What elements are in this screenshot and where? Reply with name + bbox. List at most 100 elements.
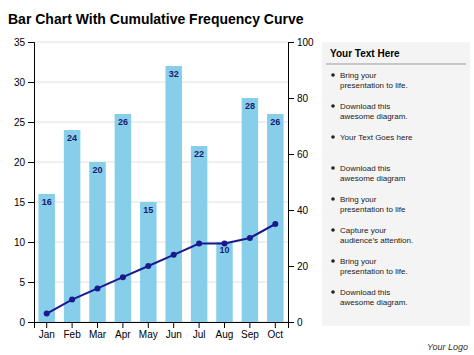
bullet-line: presentation to life. — [340, 81, 408, 90]
tick-label: 35 — [14, 37, 26, 48]
bar — [89, 162, 106, 322]
tick-label: Aug — [216, 329, 234, 340]
bullet-line: Bring your — [340, 195, 377, 204]
tick-mark — [28, 242, 34, 243]
marker — [120, 274, 126, 280]
chart: Bar Chart With Cumulative Frequency Curv… — [0, 0, 474, 355]
tick: 80 — [288, 93, 309, 104]
tick-label: Oct — [268, 329, 284, 340]
bullet-text: Bring yourpresentation to life. — [340, 71, 408, 90]
axis-line — [289, 43, 295, 323]
bullet-line: Bring your — [340, 71, 377, 80]
grid — [34, 42, 288, 322]
bullet-text: Download thisawesome diagram. — [340, 288, 408, 307]
bar — [38, 194, 55, 322]
tick-mark — [288, 154, 294, 155]
tick: 40 — [288, 205, 309, 216]
tick-mark — [46, 322, 47, 328]
bullet-dot — [331, 166, 335, 170]
bullet-line: Download this — [340, 164, 390, 173]
tick-mark — [288, 322, 294, 323]
tick: 25 — [14, 117, 34, 128]
data-label: 24 — [67, 133, 77, 143]
tick-mark — [148, 322, 149, 328]
bullet-line: presentation to life. — [340, 267, 408, 276]
data-label: 26 — [118, 117, 128, 127]
tick-mark — [97, 322, 98, 328]
tick-label: 20 — [297, 261, 309, 272]
bullet-text: Download thisawesome diagram — [340, 164, 406, 183]
bullet-dot — [331, 197, 335, 201]
tick-label: Mar — [89, 329, 107, 340]
bullet-dot — [331, 73, 335, 77]
tick-mark — [249, 322, 250, 328]
bullet-line: Your Text Goes here — [340, 133, 413, 142]
tick: 20 — [288, 261, 309, 272]
divider — [326, 64, 466, 65]
bullet-dot — [331, 259, 335, 263]
tick-mark — [28, 122, 34, 123]
tick: Jul — [193, 322, 206, 340]
bullet-line: Download this — [340, 102, 390, 111]
x-axis: JanFebMarAprMayJunJulAugSepOct — [35, 322, 289, 340]
tick-mark — [199, 322, 200, 328]
data-labels: 16242026153222102826 — [42, 69, 281, 255]
tick: 100 — [288, 37, 314, 48]
marker — [272, 221, 278, 227]
marker — [196, 241, 202, 247]
tick-mark — [28, 202, 34, 203]
tick: 10 — [14, 237, 34, 248]
axis-line — [35, 323, 289, 329]
tick-label: 10 — [14, 237, 26, 248]
bullet-dot — [331, 104, 335, 108]
data-label: 32 — [169, 69, 179, 79]
tick: Jun — [166, 322, 182, 340]
tick: Jan — [39, 322, 55, 340]
tick-mark — [28, 282, 34, 283]
bullet-text: Download thisawesome diagram. — [340, 102, 408, 121]
tick-mark — [288, 98, 294, 99]
bar — [165, 66, 182, 322]
tick-label: 40 — [297, 205, 309, 216]
bullet-line: presentation to life — [340, 205, 406, 214]
plot-marks — [38, 66, 283, 322]
marker — [95, 285, 101, 291]
bar — [216, 242, 233, 322]
tick: 30 — [14, 77, 34, 88]
bullet-text: Your Text Goes here — [340, 133, 413, 142]
tick: Feb — [63, 322, 81, 340]
tick-mark — [288, 266, 294, 267]
bullet-line: Download this — [340, 288, 390, 297]
axis-line — [28, 43, 35, 323]
tick-label: 0 — [297, 317, 303, 328]
data-label: 10 — [219, 245, 229, 255]
bullet-line: Capture your — [340, 226, 387, 235]
tick-label: 60 — [297, 149, 309, 160]
tick-mark — [28, 82, 34, 83]
tick-label: Sep — [241, 329, 259, 340]
bullet-line: awesome diagram. — [340, 112, 408, 121]
tick: Oct — [268, 322, 284, 340]
grid-line — [34, 82, 288, 83]
tick-label: 30 — [14, 77, 26, 88]
side-panel: Your Text HereBring yourpresentation to … — [322, 42, 470, 326]
tick-mark — [28, 322, 34, 323]
bullet-text: Capture youraudience’s attention. — [340, 226, 413, 245]
tick-label: 100 — [297, 37, 314, 48]
tick-label: Jun — [166, 329, 182, 340]
bullet-dot — [331, 135, 335, 139]
tick: 0 — [19, 317, 34, 328]
bar — [140, 202, 157, 322]
bullet-line: Bring your — [340, 257, 377, 266]
line — [47, 224, 276, 314]
tick-mark — [288, 210, 294, 211]
tick-label: 5 — [19, 277, 25, 288]
y-axis: 05101520253035 — [14, 37, 35, 328]
tick: Apr — [115, 322, 131, 340]
bullet-text: Bring yourpresentation to life. — [340, 257, 408, 276]
data-label: 20 — [92, 165, 102, 175]
data-label: 15 — [143, 205, 153, 215]
bullet-line: audience’s attention. — [340, 236, 413, 245]
title: Bar Chart With Cumulative Frequency Curv… — [8, 11, 304, 27]
tick-label: Jan — [39, 329, 55, 340]
